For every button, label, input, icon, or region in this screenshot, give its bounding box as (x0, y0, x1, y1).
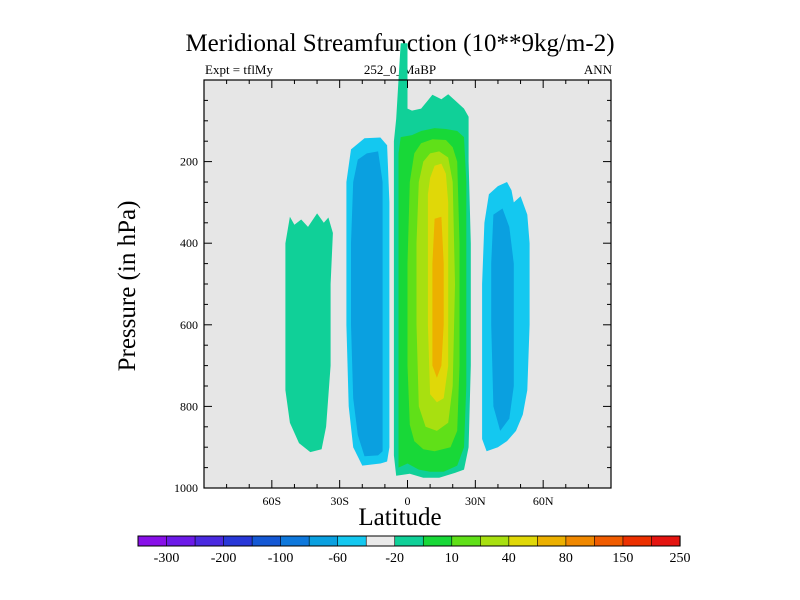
colorbar-label: -60 (328, 551, 347, 566)
colorbar-swatch (422, 535, 453, 547)
experiment-label: Expt = tflMy (205, 62, 273, 77)
x-tick-label: 60S (262, 494, 281, 508)
colorbar-label: 80 (559, 551, 573, 566)
colorbar-frame (137, 535, 681, 547)
colorbar-swatch (508, 535, 538, 547)
chart-title: Meridional Streamfunction (10**9kg/m-2) (185, 30, 615, 57)
colorbar-swatch (137, 535, 168, 547)
colorbar-swatch (166, 535, 196, 547)
y-tick-label: 1000 (174, 481, 198, 495)
colorbar-swatch (594, 535, 624, 547)
x-tick-label: 0 (405, 494, 411, 508)
contour-regions (285, 43, 530, 478)
x-axis-label: Latitude (358, 504, 442, 531)
colorbar-swatch (365, 535, 396, 547)
colorbar-label: -300 (154, 551, 180, 566)
colorbar-swatch (251, 535, 282, 547)
season-label: ANN (583, 62, 612, 77)
colorbar-label: -100 (268, 551, 294, 566)
colorbar-swatch (622, 535, 653, 547)
x-tick-label: 30S (330, 494, 349, 508)
colorbar-label: 250 (670, 551, 691, 566)
colorbar-label: -200 (211, 551, 237, 566)
y-tick-label: 400 (180, 236, 198, 250)
axis-ticks: 60S 30S 0 30N 60N 200 400 600 800 1000 (174, 80, 612, 508)
x-tick-label: 60N (533, 494, 554, 508)
colorbar-swatch (451, 535, 481, 547)
colorbar-swatch (194, 535, 225, 547)
y-tick-label: 600 (180, 318, 198, 332)
colorbar-swatch (223, 535, 253, 547)
colorbar: -300 -200 -100 -60 -20 10 40 80 150 250 (137, 535, 691, 566)
colorbar-swatch (308, 535, 339, 547)
colorbar-label: 150 (612, 551, 633, 566)
x-tick-label: 30N (465, 494, 486, 508)
colorbar-swatch (565, 535, 596, 547)
contour-region-southern-cell-core (351, 151, 383, 457)
colorbar-label: 10 (445, 551, 459, 566)
contour-region-hadley-cell-core (432, 216, 444, 378)
colorbar-label: 40 (502, 551, 516, 566)
colorbar-swatch (394, 535, 424, 547)
colorbar-swatch (280, 535, 310, 547)
y-tick-label: 800 (180, 399, 198, 413)
contour-region-southern-outer-cell (285, 213, 333, 453)
colorbar-swatch (480, 535, 510, 547)
colorbar-swatch (651, 535, 681, 547)
y-tick-label: 200 (180, 155, 198, 169)
contour-region-northern-cell-core (491, 208, 514, 431)
colorbar-swatch (537, 535, 567, 547)
colorbar-swatch (337, 535, 367, 547)
colorbar-label: -20 (385, 551, 404, 566)
